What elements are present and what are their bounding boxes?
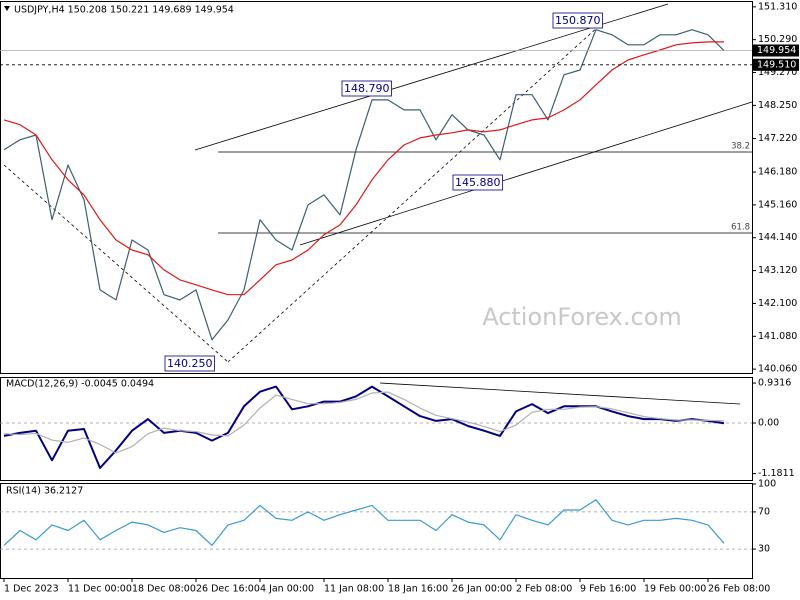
annotation-box <box>164 355 215 372</box>
y-tick-label: 151.310 <box>758 1 797 12</box>
annotation: 140.250 <box>167 357 213 370</box>
y-tick-label: 141.080 <box>758 331 797 342</box>
annotation: 148.790 <box>344 82 390 95</box>
macd-title: MACD(12,26,9) -0.0045 0.0494 <box>6 379 154 390</box>
series-line <box>3 385 725 469</box>
macd-trendline <box>379 382 741 405</box>
y-tick-label: 147.220 <box>758 133 797 144</box>
y-tick-label: 143.120 <box>758 265 797 276</box>
price-tag: 149.954 <box>757 45 796 56</box>
annotation: 38.2 <box>731 142 750 152</box>
y-tick-label: 0.9316 <box>758 378 791 389</box>
y-tick-label: 146.180 <box>758 167 797 178</box>
x-tick-label: 26 Feb 08:00 <box>708 584 770 595</box>
x-tick-label: 4 Jan 00:00 <box>260 584 314 595</box>
annotation-box <box>341 80 392 97</box>
macd-frame <box>0 377 753 481</box>
series-line <box>3 29 725 341</box>
symbol-icon <box>4 6 10 11</box>
y-tick-label: 100 <box>758 479 776 490</box>
x-tick-label: 26 Jan 00:00 <box>452 584 512 595</box>
rsi-frame <box>0 483 753 579</box>
y-tick-label: -1.1811 <box>758 468 795 479</box>
y-tick-label: 140.060 <box>758 364 797 375</box>
price-title: USDJPY,H4 150.208 150.221 149.689 149.95… <box>14 5 234 16</box>
y-tick-label: 145.160 <box>758 199 797 210</box>
y-tick-label: 70 <box>758 506 770 517</box>
y-tick-label: 30 <box>758 544 770 555</box>
y-tick-label: 142.100 <box>758 298 797 309</box>
y-tick-label: 0.00 <box>758 418 779 429</box>
x-tick-label: 18 Dec 08:00 <box>132 584 196 595</box>
price-tag: 149.510 <box>757 59 796 70</box>
price-tag-box <box>753 58 799 71</box>
y-tick-label: 144.140 <box>758 232 797 243</box>
channel-lower <box>299 101 753 246</box>
series-line <box>3 41 724 296</box>
series-line <box>3 499 725 546</box>
rsi-title: RSI(14) 36.2127 <box>6 486 83 497</box>
annotation: 150.870 <box>555 14 601 27</box>
price-tag-box <box>753 44 799 57</box>
price-frame <box>0 1 753 374</box>
x-tick-label: 19 Feb 00:00 <box>644 584 706 595</box>
y-tick-label: 149.270 <box>758 67 797 78</box>
x-tick-label: 1 Dec 2023 <box>4 584 59 595</box>
annotation: 61.8 <box>731 223 750 233</box>
panel-frames <box>0 1 753 579</box>
x-tick-label: 11 Dec 00:00 <box>68 584 132 595</box>
y-tick-label: 148.250 <box>758 100 797 111</box>
swing-line <box>3 164 229 363</box>
x-tick-label: 2 Feb 08:00 <box>516 584 572 595</box>
annotation: 145.880 <box>455 176 501 189</box>
x-tick-label: 11 Jan 08:00 <box>324 584 384 595</box>
x-tick-label: 26 Dec 16:00 <box>196 584 260 595</box>
x-tick-label: 9 Feb 16:00 <box>580 584 636 595</box>
drawings <box>3 3 753 405</box>
x-tick-label: 18 Jan 16:00 <box>388 584 448 595</box>
annotation-box <box>552 12 603 29</box>
annotation-box <box>452 174 503 191</box>
watermark: ActionForex.com <box>482 303 682 331</box>
y-tick-label: 150.290 <box>758 34 797 45</box>
series-line <box>3 391 725 454</box>
